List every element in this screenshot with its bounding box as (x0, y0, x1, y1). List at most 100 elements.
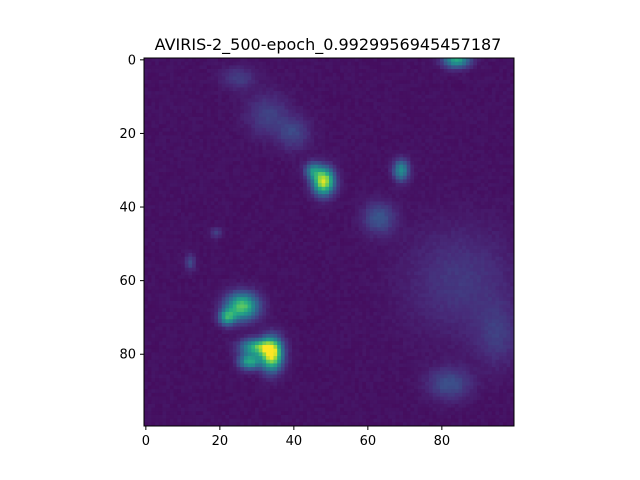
heatmap-cell (310, 94, 315, 99)
heatmap-cell (255, 72, 260, 77)
heatmap-cell (495, 116, 500, 121)
heatmap-cell (155, 135, 160, 140)
heatmap-cell (432, 157, 437, 162)
heatmap-cell (491, 150, 496, 155)
heatmap-cell (351, 179, 356, 184)
heatmap-cell (484, 157, 489, 162)
heatmap-cell (288, 83, 293, 88)
heatmap-cell (232, 216, 237, 221)
heatmap-cell (421, 109, 426, 114)
heatmap-cell (210, 212, 215, 217)
heatmap-cell (225, 223, 230, 228)
heatmap-cell (251, 227, 256, 232)
heatmap-cell (362, 161, 367, 166)
heatmap-cell (288, 168, 293, 173)
heatmap-cell (295, 87, 300, 92)
heatmap-cell (340, 146, 345, 151)
heatmap-cell (314, 127, 319, 132)
heatmap-cell (258, 142, 263, 147)
heatmap-cell (173, 194, 178, 199)
heatmap-cell (306, 153, 311, 158)
heatmap-cell (266, 205, 271, 210)
heatmap-cell (377, 124, 382, 129)
heatmap-cell (251, 109, 256, 114)
heatmap-cell (432, 168, 437, 173)
heatmap-cell (340, 227, 345, 232)
heatmap-cell (262, 127, 267, 132)
heatmap-cell (369, 186, 374, 191)
heatmap-cell (340, 80, 345, 85)
heatmap-cell (277, 186, 282, 191)
heatmap-cell (425, 146, 430, 151)
heatmap-cell (317, 80, 322, 85)
heatmap-cell (229, 197, 234, 202)
heatmap-cell (266, 124, 271, 129)
heatmap-cell (380, 183, 385, 188)
heatmap-cell (351, 91, 356, 96)
heatmap-cell (491, 168, 496, 173)
heatmap-cell (173, 146, 178, 151)
heatmap-cell (243, 142, 248, 147)
heatmap-cell (269, 194, 274, 199)
heatmap-cell (188, 80, 193, 85)
heatmap-cell (181, 83, 186, 88)
heatmap-cell (288, 80, 293, 85)
heatmap-cell (391, 190, 396, 195)
heatmap-cell (373, 76, 378, 81)
heatmap-cell (395, 194, 400, 199)
heatmap-cell (495, 223, 500, 228)
heatmap-cell (488, 153, 493, 158)
heatmap-cell (266, 161, 271, 166)
heatmap-cell (177, 80, 182, 85)
heatmap-cell (292, 179, 297, 184)
heatmap-cell (462, 109, 467, 114)
heatmap-cell (395, 91, 400, 96)
heatmap-cell (221, 87, 226, 92)
heatmap-cell (280, 72, 285, 77)
heatmap-cell (247, 135, 252, 140)
heatmap-cell (425, 164, 430, 169)
heatmap-cell (462, 194, 467, 199)
heatmap-cell (232, 138, 237, 144)
heatmap-cell (454, 131, 459, 136)
heatmap-cell (317, 138, 322, 144)
heatmap-cell (373, 142, 378, 147)
heatmap-cell (206, 219, 211, 224)
heatmap-cell (325, 179, 330, 184)
heatmap-cell (243, 190, 248, 195)
heatmap-cell (473, 238, 478, 243)
heatmap-cell (266, 102, 271, 107)
heatmap-cell (403, 183, 408, 188)
heatmap-cell (151, 120, 156, 125)
heatmap-cell (432, 131, 437, 136)
heatmap-cell (358, 135, 363, 140)
heatmap-cell (421, 197, 426, 202)
heatmap-cell (340, 153, 345, 158)
heatmap-cell (173, 234, 178, 239)
heatmap-cell (391, 183, 396, 188)
heatmap-cell (454, 94, 459, 99)
heatmap-cell (203, 120, 208, 125)
heatmap-cell (484, 138, 489, 144)
heatmap-cell (462, 58, 467, 63)
heatmap-cell (162, 223, 167, 228)
heatmap-cell (225, 164, 230, 169)
heatmap-cell (499, 157, 504, 162)
heatmap-cell (340, 234, 345, 239)
heatmap-cell (414, 219, 419, 224)
heatmap-cell (380, 146, 385, 151)
heatmap-cell (210, 146, 215, 151)
heatmap-cell (221, 186, 226, 191)
heatmap-cell (491, 80, 496, 85)
heatmap-cell (284, 120, 289, 125)
heatmap-cell (354, 127, 359, 132)
heatmap-cell (288, 91, 293, 96)
heatmap-cell (417, 109, 422, 114)
heatmap-cell (303, 69, 308, 74)
heatmap-cell (506, 179, 511, 184)
heatmap-cell (147, 109, 152, 114)
heatmap-cell (277, 61, 282, 66)
heatmap-cell (229, 127, 234, 132)
heatmap-cell (451, 150, 456, 155)
heatmap-cell (151, 138, 156, 144)
